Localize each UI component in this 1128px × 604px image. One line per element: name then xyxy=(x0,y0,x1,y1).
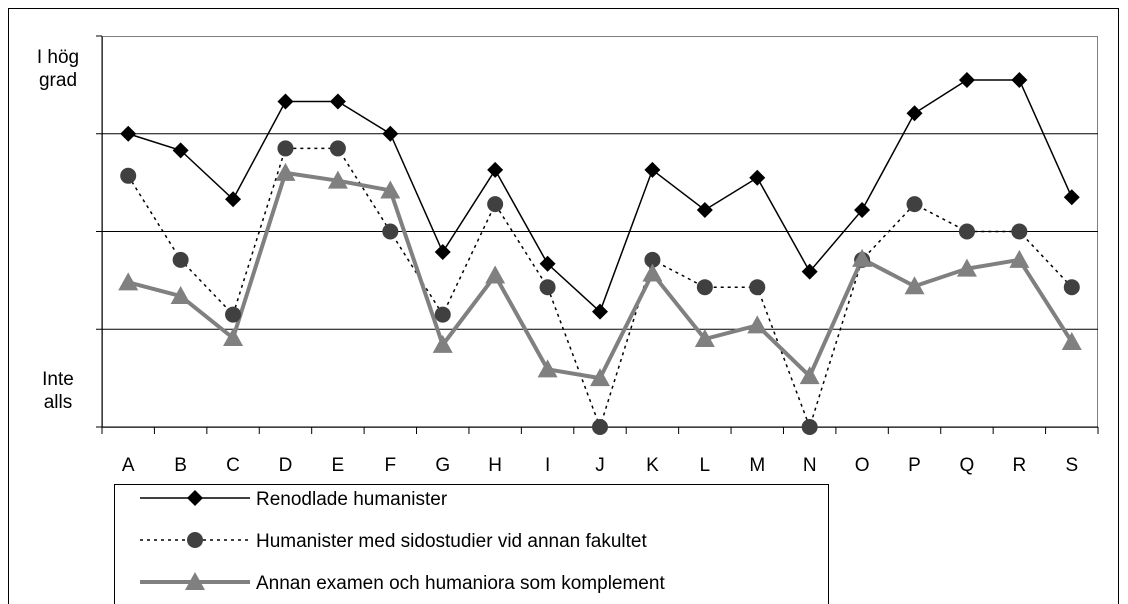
x-tick-label: C xyxy=(226,455,240,476)
x-tick-label: O xyxy=(855,455,870,476)
data-point xyxy=(1011,223,1028,240)
data-point xyxy=(906,196,923,213)
data-point xyxy=(696,279,713,296)
x-tick-label: R xyxy=(1013,455,1027,476)
data-point xyxy=(539,279,556,296)
x-tick-label: K xyxy=(646,455,659,476)
chart-frame xyxy=(8,8,1119,604)
data-point xyxy=(1061,331,1082,350)
x-tick-label: D xyxy=(279,455,293,476)
data-point xyxy=(1009,249,1030,268)
legend-label: Renodlade humanister xyxy=(256,489,448,510)
data-point xyxy=(170,286,191,305)
x-tick-label: A xyxy=(122,455,135,476)
data-point xyxy=(539,255,556,272)
series-line xyxy=(127,170,1074,381)
data-point xyxy=(120,125,137,142)
data-point xyxy=(904,276,925,295)
data-point xyxy=(749,169,766,186)
y-tick-label: I hög grad xyxy=(37,47,79,91)
data-point xyxy=(644,161,661,178)
data-point xyxy=(329,93,346,110)
data-point xyxy=(120,167,137,184)
x-tick-label: H xyxy=(488,455,502,476)
legend-label: Humanister med sidostudier vid annan fak… xyxy=(256,531,647,552)
data-point xyxy=(225,191,242,208)
data-point xyxy=(537,359,558,378)
data-point xyxy=(801,263,818,280)
legend-marker xyxy=(187,490,203,506)
legend-marker xyxy=(185,572,205,590)
x-tick-label: Q xyxy=(960,455,975,476)
data-point xyxy=(172,251,189,268)
data-point xyxy=(854,201,871,218)
data-point xyxy=(382,125,399,142)
data-point xyxy=(906,105,923,122)
data-point xyxy=(434,244,451,261)
data-point xyxy=(329,140,346,157)
x-tick-label: F xyxy=(385,455,397,476)
x-tick-label: E xyxy=(332,455,345,476)
x-tick-label: P xyxy=(908,455,921,476)
series-line xyxy=(127,79,1073,313)
data-point xyxy=(958,71,975,88)
data-point xyxy=(747,315,768,334)
x-tick-label: I xyxy=(545,455,550,476)
data-point xyxy=(277,140,294,157)
data-point xyxy=(694,329,715,348)
data-point xyxy=(644,251,661,268)
data-point xyxy=(1063,279,1080,296)
data-point xyxy=(799,366,820,385)
data-point xyxy=(696,201,713,218)
data-point xyxy=(380,180,401,199)
x-tick-label: G xyxy=(435,455,450,476)
data-point xyxy=(487,161,504,178)
data-point xyxy=(118,272,139,291)
x-tick-label: N xyxy=(803,455,817,476)
data-point xyxy=(275,162,296,181)
data-point xyxy=(327,170,348,189)
y-tick-label: Inte alls xyxy=(42,369,74,413)
x-tick-label: M xyxy=(749,455,765,476)
data-point xyxy=(1011,71,1028,88)
data-point xyxy=(485,265,506,284)
data-point xyxy=(590,368,610,387)
data-point xyxy=(277,93,294,110)
data-point xyxy=(592,303,608,320)
legend-box xyxy=(114,484,829,604)
data-point xyxy=(225,306,242,323)
data-point xyxy=(382,223,399,240)
x-tick-label: J xyxy=(595,455,605,476)
data-point xyxy=(223,328,244,347)
x-tick-label: B xyxy=(174,455,187,476)
data-point xyxy=(801,419,818,435)
x-tick-label: S xyxy=(1065,455,1078,476)
data-point xyxy=(642,263,663,282)
data-point xyxy=(852,248,873,267)
data-point xyxy=(749,279,766,296)
data-point xyxy=(432,334,453,353)
data-point xyxy=(958,223,975,240)
legend-label: Annan examen och humaniora som komplemen… xyxy=(256,573,665,594)
data-point xyxy=(956,258,977,277)
data-point xyxy=(592,419,608,435)
data-point xyxy=(1063,189,1080,206)
data-point xyxy=(172,142,189,159)
legend-marker xyxy=(187,532,203,548)
data-point xyxy=(434,306,451,323)
x-tick-label: L xyxy=(700,455,711,476)
data-point xyxy=(487,196,504,213)
